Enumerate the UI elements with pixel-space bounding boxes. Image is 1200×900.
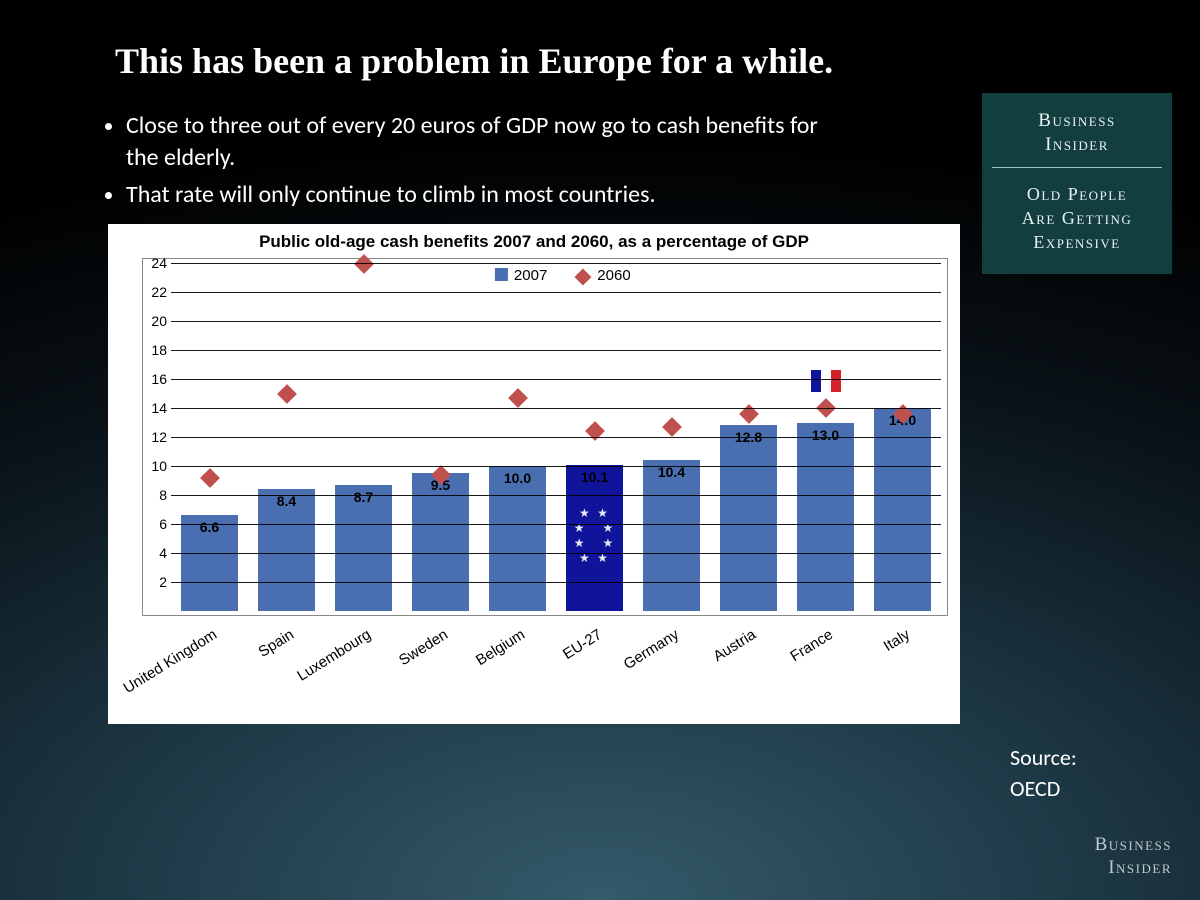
x-tick-label: France [787,626,836,665]
sidebar-tag-line3: Expensive [1033,232,1120,252]
marker-2060 [200,468,220,488]
bar-value-label: 10.1 [566,469,623,485]
y-tick-label: 12 [151,429,167,445]
bar: 8.4 [258,489,315,611]
sidebar-tagline: Old People Are Getting Expensive [992,182,1162,255]
bar-value-label: 13.0 [797,427,854,443]
sidebar-tag-line2: Are Getting [1022,208,1133,228]
bar: 10.4 [643,460,700,611]
plot-area: 2007 2060 6.68.48.79.510.010.1★ ★★ ★★ ★★… [171,263,941,611]
bullet-item: That rate will only continue to climb in… [126,179,820,211]
y-tick-label: 20 [151,313,167,329]
x-axis-labels: United KingdomSpainLuxembourgSwedenBelgi… [172,620,942,724]
plot-border: 2007 2060 6.68.48.79.510.010.1★ ★★ ★★ ★★… [142,258,948,616]
marker-2060 [739,404,759,424]
bar: 8.7 [335,485,392,611]
gridline [171,495,941,496]
x-tick-label: Luxembourg [294,626,374,685]
gridline [171,292,941,293]
bar-value-label: 8.7 [335,489,392,505]
gridline [171,379,941,380]
y-tick-label: 2 [159,574,167,590]
x-tick-label: Germany [620,626,681,673]
bar: 12.8 [720,425,777,611]
y-tick-label: 24 [151,255,167,271]
source-value: OECD [1010,775,1060,802]
x-tick-label: United Kingdom [120,626,220,697]
france-flag-icon [811,370,841,392]
gridline [171,437,941,438]
bar: 10.0 [489,466,546,611]
x-tick-label: Austria [710,626,759,665]
sidebar-brand-line2: Insider [1045,134,1109,155]
x-tick-label: Italy [880,626,912,655]
eu-flag-icon: ★ ★★ ★★ ★★ ★ [566,506,623,566]
bar-value-label: 10.0 [489,470,546,486]
x-tick-label: Sweden [396,626,451,669]
y-tick-label: 8 [159,487,167,503]
source-label: Source: [1010,744,1077,771]
bullet-list: Close to three out of every 20 euros of … [100,110,820,215]
gridline [171,321,941,322]
bar-value-label: 6.6 [181,519,238,535]
y-tick-label: 22 [151,284,167,300]
gridline [171,582,941,583]
chart-panel: Public old-age cash benefits 2007 and 20… [108,224,960,724]
source-attribution: Source: OECD [1010,743,1120,805]
gridline [171,524,941,525]
y-tick-label: 16 [151,371,167,387]
y-tick-label: 18 [151,342,167,358]
gridline [171,350,941,351]
sidebar-brand: Business Insider [992,109,1162,168]
marker-2060 [277,384,297,404]
sidebar-tag-line1: Old People [1027,184,1127,204]
sidebar-brand-line1: Business [1038,110,1115,131]
marker-2060 [354,255,374,275]
y-tick-label: 6 [159,516,167,532]
gridline [171,408,941,409]
footer-brand: Business Insider [1095,834,1172,880]
chart-title: Public old-age cash benefits 2007 and 20… [108,224,960,252]
marker-2060 [662,417,682,437]
sidebar-panel: Business Insider Old People Are Getting … [982,93,1172,274]
x-tick-label: Belgium [473,626,528,669]
bar: 14.0 [874,408,931,611]
marker-2060 [508,388,528,408]
y-tick-label: 4 [159,545,167,561]
bar: 9.5 [412,473,469,611]
gridline [171,263,941,264]
gridline [171,466,941,467]
footer-line2: Insider [1108,857,1172,878]
bar: 10.1 ★ ★★ ★★ ★★ ★ [566,465,623,611]
y-tick-label: 14 [151,400,167,416]
marker-2060 [585,421,605,441]
gridline [171,553,941,554]
slide-title: This has been a problem in Europe for a … [115,40,833,82]
x-tick-label: EU-27 [559,626,604,663]
bar: 6.6 [181,515,238,611]
footer-line1: Business [1095,834,1172,855]
x-tick-label: Spain [255,626,297,661]
y-tick-label: 10 [151,458,167,474]
bullet-item: Close to three out of every 20 euros of … [126,110,820,175]
